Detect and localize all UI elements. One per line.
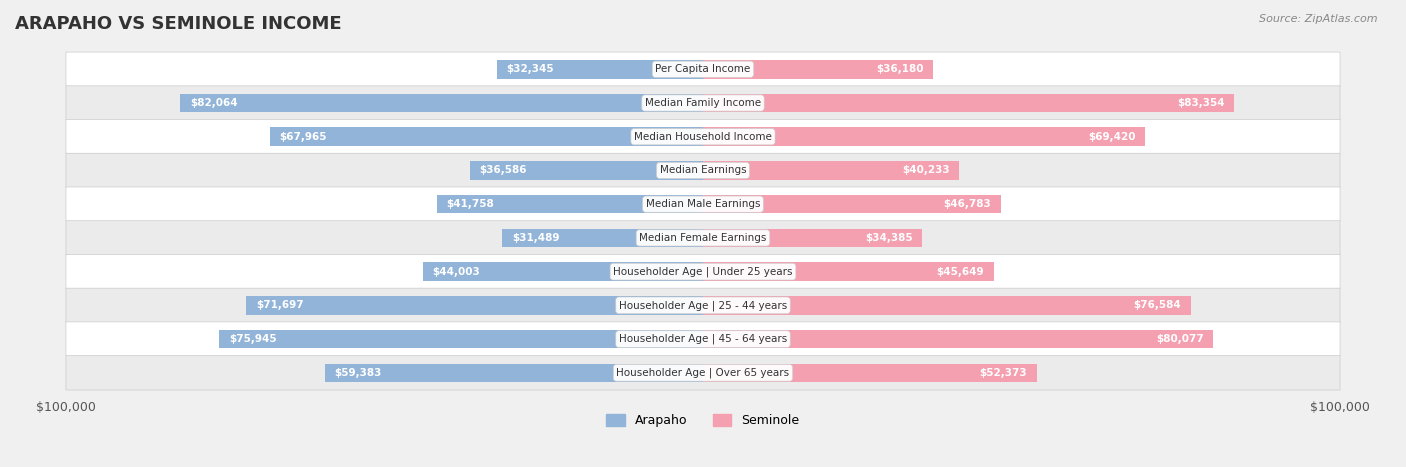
Text: Householder Age | 25 - 44 years: Householder Age | 25 - 44 years — [619, 300, 787, 311]
Bar — [703, 330, 1213, 348]
Text: Median Family Income: Median Family Income — [645, 98, 761, 108]
Text: Per Capita Income: Per Capita Income — [655, 64, 751, 74]
Bar — [703, 60, 934, 78]
Bar — [437, 195, 703, 213]
FancyBboxPatch shape — [66, 86, 1340, 120]
Text: $41,758: $41,758 — [447, 199, 495, 209]
Text: Householder Age | Under 25 years: Householder Age | Under 25 years — [613, 266, 793, 277]
Text: Source: ZipAtlas.com: Source: ZipAtlas.com — [1260, 14, 1378, 24]
Legend: Arapaho, Seminole: Arapaho, Seminole — [602, 409, 804, 432]
Text: $45,649: $45,649 — [936, 267, 984, 276]
Text: $40,233: $40,233 — [903, 165, 949, 176]
Bar — [325, 363, 703, 382]
Text: $69,420: $69,420 — [1088, 132, 1136, 142]
Bar — [219, 330, 703, 348]
Text: $34,385: $34,385 — [865, 233, 912, 243]
Bar — [703, 127, 1146, 146]
Text: $36,180: $36,180 — [876, 64, 924, 74]
FancyBboxPatch shape — [66, 52, 1340, 86]
FancyBboxPatch shape — [66, 153, 1340, 188]
Text: $44,003: $44,003 — [432, 267, 479, 276]
FancyBboxPatch shape — [66, 322, 1340, 356]
Text: $71,697: $71,697 — [256, 300, 304, 311]
Bar — [703, 363, 1036, 382]
Bar — [246, 296, 703, 315]
FancyBboxPatch shape — [66, 355, 1340, 390]
Text: $76,584: $76,584 — [1133, 300, 1181, 311]
Bar — [180, 94, 703, 112]
Bar — [703, 161, 959, 180]
Text: Median Household Income: Median Household Income — [634, 132, 772, 142]
Bar — [703, 262, 994, 281]
Bar — [423, 262, 703, 281]
Text: $32,345: $32,345 — [506, 64, 554, 74]
Text: ARAPAHO VS SEMINOLE INCOME: ARAPAHO VS SEMINOLE INCOME — [15, 15, 342, 33]
Text: Median Female Earnings: Median Female Earnings — [640, 233, 766, 243]
Text: $75,945: $75,945 — [229, 334, 277, 344]
Bar — [270, 127, 703, 146]
Text: $52,373: $52,373 — [980, 368, 1026, 378]
Bar — [470, 161, 703, 180]
Bar — [703, 195, 1001, 213]
Text: Median Earnings: Median Earnings — [659, 165, 747, 176]
Text: $67,965: $67,965 — [280, 132, 328, 142]
Text: $82,064: $82,064 — [190, 98, 238, 108]
FancyBboxPatch shape — [66, 187, 1340, 221]
FancyBboxPatch shape — [66, 288, 1340, 323]
Bar — [496, 60, 703, 78]
Text: $46,783: $46,783 — [943, 199, 991, 209]
Text: Householder Age | 45 - 64 years: Householder Age | 45 - 64 years — [619, 334, 787, 344]
Text: $36,586: $36,586 — [479, 165, 527, 176]
Bar — [703, 296, 1191, 315]
Text: Householder Age | Over 65 years: Householder Age | Over 65 years — [616, 368, 790, 378]
Bar — [703, 229, 922, 247]
FancyBboxPatch shape — [66, 221, 1340, 255]
FancyBboxPatch shape — [66, 120, 1340, 154]
Text: $31,489: $31,489 — [512, 233, 560, 243]
Text: Median Male Earnings: Median Male Earnings — [645, 199, 761, 209]
FancyBboxPatch shape — [66, 255, 1340, 289]
Bar — [502, 229, 703, 247]
Text: $80,077: $80,077 — [1156, 334, 1204, 344]
Text: $83,354: $83,354 — [1177, 98, 1225, 108]
Text: $59,383: $59,383 — [335, 368, 381, 378]
Bar — [703, 94, 1234, 112]
